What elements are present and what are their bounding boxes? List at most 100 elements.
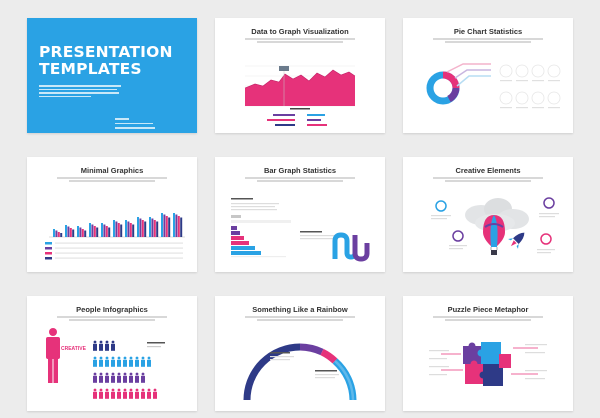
person-icon	[141, 356, 145, 367]
bar	[139, 218, 142, 237]
rainbow-arc-graphic	[243, 343, 357, 401]
person-icon	[111, 388, 115, 399]
slide-subtitle	[245, 316, 355, 321]
slide-creative-elements[interactable]: Creative Elements	[403, 157, 573, 272]
legend-swatch	[45, 252, 52, 255]
bar	[113, 220, 115, 237]
cover-description	[39, 85, 121, 99]
bar	[175, 214, 178, 237]
cover-title-line1: PRESENTATION	[39, 43, 173, 61]
person-icon	[135, 372, 139, 383]
slide-minimal-graphics[interactable]: Minimal Graphics	[27, 157, 197, 272]
bar	[117, 223, 120, 237]
slide-subtitle	[433, 316, 543, 321]
slide-title: Bar Graph Statistics	[263, 166, 337, 175]
person-icon	[129, 356, 133, 367]
bar	[67, 226, 70, 237]
slide-title: Creative Elements	[455, 166, 521, 175]
bar	[101, 223, 103, 237]
bar	[89, 223, 91, 237]
bar	[149, 217, 151, 237]
slide-subtitle	[433, 177, 543, 182]
bar	[141, 220, 144, 237]
bar	[151, 218, 154, 237]
creative-graphic	[431, 197, 559, 255]
bar	[79, 227, 82, 237]
person-icon	[105, 388, 109, 399]
slide-bar-graph[interactable]: Bar Graph Statistics	[215, 157, 385, 272]
bar	[84, 230, 87, 237]
person-icon	[93, 388, 97, 399]
slide-title: Minimal Graphics	[80, 166, 144, 175]
area-chart-graphic	[244, 65, 356, 126]
person-icon	[117, 356, 121, 367]
bar	[96, 227, 99, 237]
bar	[177, 216, 180, 237]
person-icon	[99, 356, 103, 367]
bar	[161, 213, 163, 237]
slide-puzzle-piece[interactable]: Puzzle Piece Metaphor	[403, 296, 573, 411]
slide-subtitle	[433, 38, 543, 43]
person-icon	[123, 388, 127, 399]
bar	[103, 224, 106, 237]
rocket-icon	[508, 232, 525, 249]
person-icon	[153, 388, 157, 399]
person-icon	[93, 372, 97, 383]
person-icon	[46, 328, 60, 383]
bar	[55, 230, 58, 237]
slide-subtitle	[57, 316, 167, 321]
bar	[156, 221, 159, 237]
person-icon	[123, 356, 127, 367]
bar	[132, 224, 135, 237]
slide-data-to-graph[interactable]: Data to Graph Visualization	[215, 18, 385, 133]
slide-rainbow[interactable]: Something Like a Rainbow	[215, 296, 385, 411]
table-row	[55, 247, 183, 249]
slide-title: Puzzle Piece Metaphor	[447, 305, 529, 314]
person-icon	[135, 356, 139, 367]
person-icon	[99, 340, 103, 351]
puzzle-graphic	[429, 342, 547, 386]
bar	[81, 229, 84, 237]
bar	[108, 227, 111, 237]
horizontal-bar-graphic	[231, 198, 370, 262]
bar	[180, 217, 183, 237]
bar	[144, 221, 147, 237]
grouped-bar-graphic	[45, 213, 185, 260]
person-icon	[147, 356, 151, 367]
slide-subtitle	[245, 177, 355, 182]
bar	[72, 229, 75, 237]
bar	[93, 226, 96, 237]
person-icon	[141, 388, 145, 399]
bar	[168, 217, 171, 237]
legend-swatch	[45, 247, 52, 250]
bar	[91, 224, 94, 237]
table-row	[55, 242, 183, 244]
bar	[77, 226, 79, 237]
slide-cover[interactable]: PRESENTATION TEMPLATES	[27, 18, 197, 133]
person-icon	[123, 372, 127, 383]
person-icon	[105, 340, 109, 351]
person-icon	[99, 372, 103, 383]
slide-pie-chart[interactable]: Pie Chart Statistics	[403, 18, 573, 133]
person-icon	[111, 340, 115, 351]
person-icon	[117, 372, 121, 383]
person-icon	[105, 356, 109, 367]
bar	[65, 225, 67, 237]
bar	[120, 224, 123, 237]
cover-title: PRESENTATION TEMPLATES	[39, 44, 173, 78]
slide-people-infographics[interactable]: People Infographics CREATIVE	[27, 296, 197, 411]
bar	[105, 226, 108, 237]
hot-air-balloon-icon	[483, 215, 505, 255]
table-row	[55, 257, 183, 259]
person-icon	[141, 372, 145, 383]
person-icon	[105, 372, 109, 383]
donut-chart-graphic	[426, 63, 561, 109]
slide-title: People Infographics	[76, 305, 148, 314]
slide-subtitle	[245, 38, 355, 43]
puzzle-piece-icon	[463, 342, 511, 386]
slide-subtitle	[57, 177, 167, 182]
bar	[137, 217, 139, 237]
legend-swatch	[45, 257, 52, 260]
bar	[53, 229, 55, 237]
person-icon	[135, 388, 139, 399]
